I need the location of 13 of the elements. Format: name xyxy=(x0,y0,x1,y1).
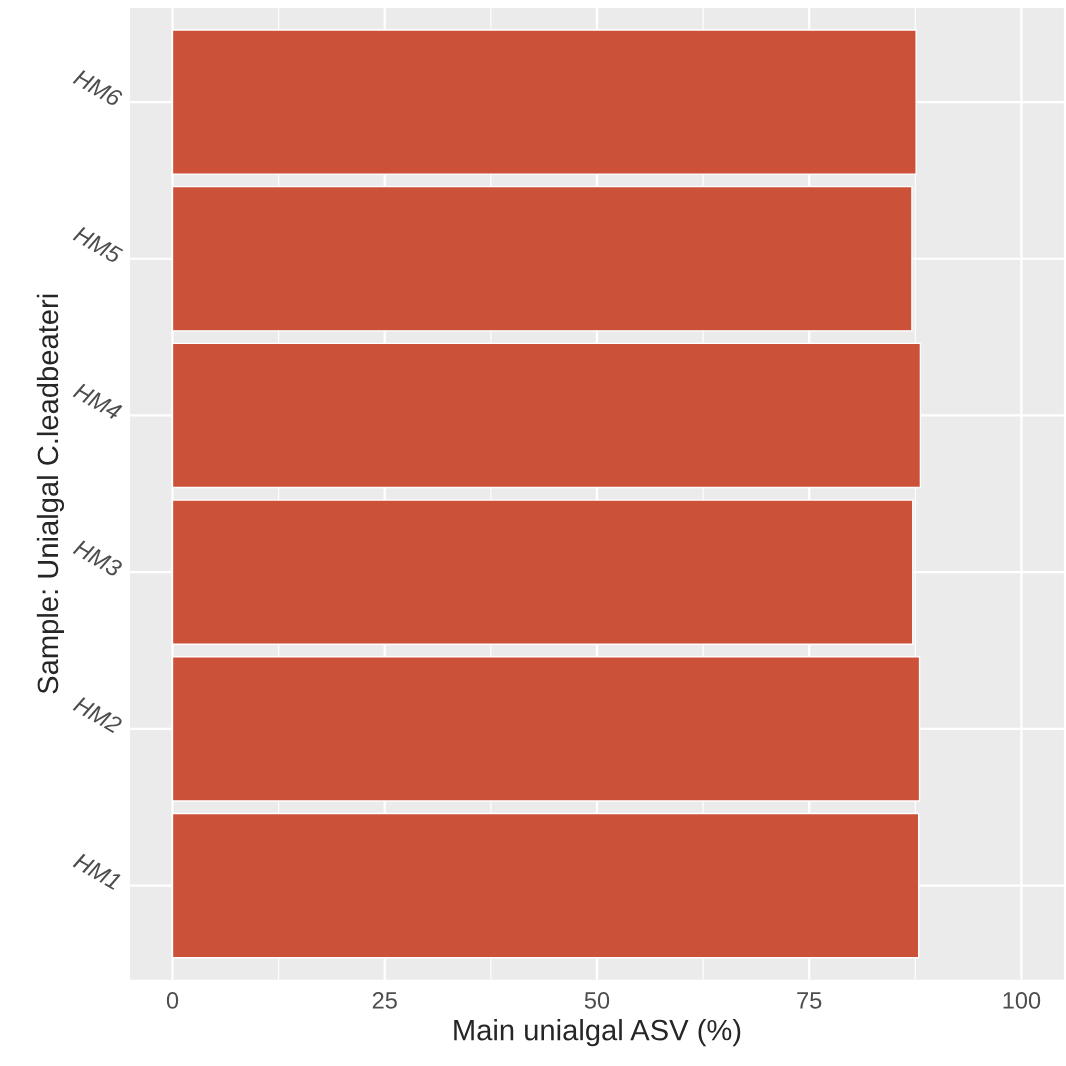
y-tick-label: HM3 xyxy=(72,538,124,578)
x-tick-label: 25 xyxy=(372,992,397,1009)
x-axis-title: Main unialgal ASV (%) xyxy=(454,1019,741,1047)
y-tick-label: HM6 xyxy=(72,68,124,108)
y-tick-label: HM5 xyxy=(72,225,124,265)
y-axis-title: Sample: Unialgal C.leadbeateri xyxy=(36,294,65,694)
y-tick-label: HM2 xyxy=(72,695,124,735)
x-tick-label: 75 xyxy=(797,992,822,1009)
x-tick-label: 0 xyxy=(166,992,179,1009)
x-tick-label: 50 xyxy=(584,992,610,1009)
y-tick-label: HM4 xyxy=(72,382,123,421)
x-tick-label: 100 xyxy=(1003,992,1041,1009)
y-tick-label: HM1 xyxy=(72,852,122,890)
